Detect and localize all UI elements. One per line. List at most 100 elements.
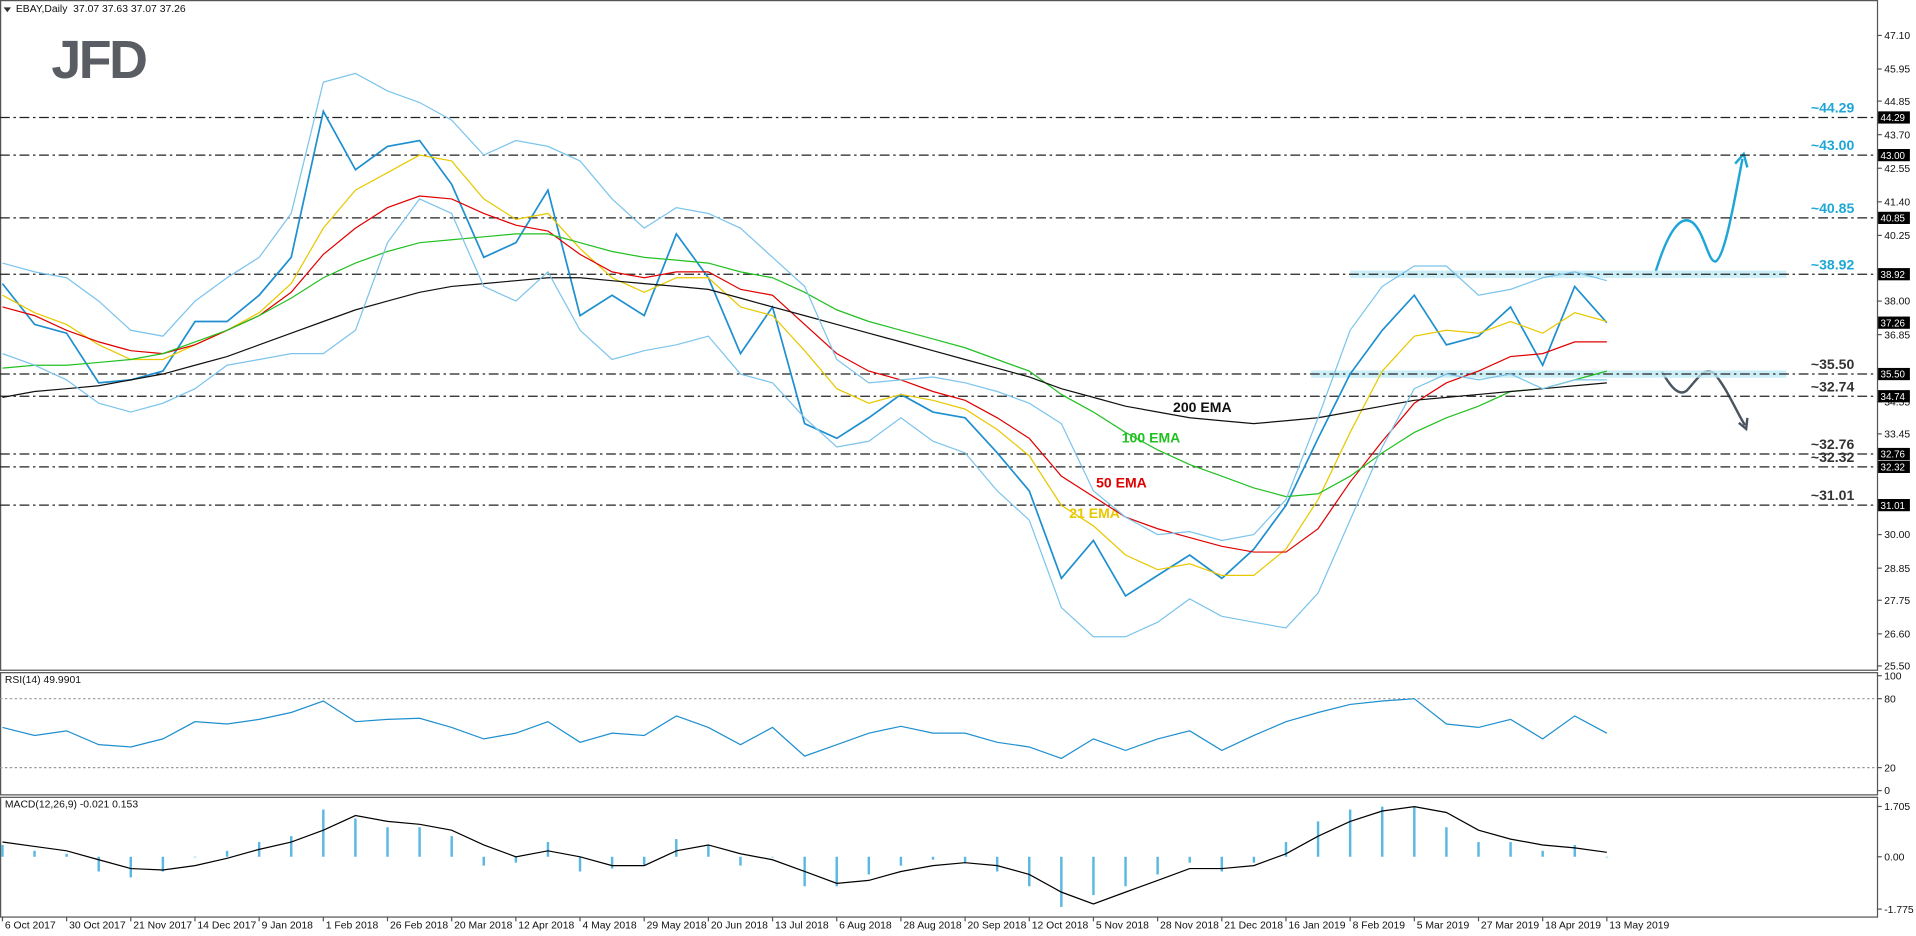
level-box <box>1878 268 1910 281</box>
macd-bar <box>1348 809 1352 857</box>
macd-bar <box>225 850 229 857</box>
logo: JFD <box>51 30 146 90</box>
x-tick-label: 18 Apr 2019 <box>1545 921 1601 932</box>
level-label: ~32.76 <box>1811 436 1855 452</box>
level-box <box>1878 367 1910 381</box>
level-box <box>1878 447 1910 461</box>
x-tick-label: 28 Nov 2018 <box>1160 921 1219 932</box>
macd-bar <box>675 839 678 857</box>
level-box-label: 34.74 <box>1881 392 1906 403</box>
macd-bar <box>418 827 421 857</box>
y-tick-label: 20 <box>1884 763 1896 774</box>
x-tick-label: 13 May 2019 <box>1609 921 1669 932</box>
x-tick-label: 20 Mar 2018 <box>454 921 512 932</box>
y-tick-label: 28.85 <box>1884 564 1910 575</box>
indicator-line <box>2 72 1608 542</box>
bearish-arrowhead <box>1738 417 1749 432</box>
y-tick-label: -1.775 <box>1884 905 1914 916</box>
level-box-label: 32.32 <box>1881 463 1905 474</box>
macd-bar <box>1 844 4 857</box>
chart-title: EBAY,Daily 37.07 37.63 37.07 37.26 <box>16 4 186 15</box>
x-tick-label: 4 May 2018 <box>582 921 636 932</box>
macd-bar <box>33 850 36 857</box>
level-box-label: 35.50 <box>1881 370 1906 381</box>
x-tick-label: 21 Dec 2018 <box>1224 921 1283 932</box>
series-label: 21 EMA <box>1069 505 1120 521</box>
level-box-label: 32.76 <box>1881 450 1905 461</box>
macd-bar <box>642 856 646 866</box>
x-tick-label: 1 Feb 2018 <box>326 921 379 932</box>
indicator-line <box>2 233 1608 498</box>
indicator-line <box>2 277 1607 425</box>
x-tick-label: 14 Dec 2017 <box>197 921 256 932</box>
x-tick-label: 12 Apr 2018 <box>518 921 574 932</box>
x-tick-label: 6 Oct 2017 <box>5 921 56 932</box>
level-box-label: 31.01 <box>1881 501 1905 512</box>
macd-bar <box>1284 842 1288 857</box>
macd-bar <box>1445 827 1448 857</box>
level-box <box>1878 211 1910 224</box>
y-tick-label: 33.45 <box>1884 430 1910 441</box>
indicator-line <box>2 198 1607 638</box>
macd-bar <box>739 856 742 866</box>
macd-bar <box>1028 856 1031 887</box>
x-tick-label: 16 Jan 2019 <box>1288 921 1345 932</box>
y-tick-label: 47.10 <box>1884 31 1910 42</box>
x-tick-label: 12 Oct 2018 <box>1032 921 1089 932</box>
rsi-panel <box>0 672 1879 796</box>
y-tick-label: 44.85 <box>1884 97 1910 108</box>
macd-bar <box>546 842 550 857</box>
y-tick-label: 34.55 <box>1884 397 1910 408</box>
signal-line <box>2 805 1607 905</box>
x-tick-label: 8 Feb 2019 <box>1353 921 1406 932</box>
y-tick-label: 30.00 <box>1884 530 1910 541</box>
level-box-label: 40.85 <box>1881 214 1906 225</box>
x-tick-label: 29 May 2018 <box>647 921 707 932</box>
series-label: 100 EMA <box>1122 429 1181 445</box>
level-label: ~38.92 <box>1811 256 1855 272</box>
x-tick-label: 6 Aug 2018 <box>839 921 892 932</box>
macd-bar <box>290 836 293 857</box>
macd-bar <box>1124 856 1127 887</box>
x-tick-label: 5 Nov 2018 <box>1096 921 1149 932</box>
level-box-label: 43.00 <box>1881 151 1906 162</box>
y-tick-label: 45.95 <box>1884 65 1910 76</box>
macd-bar <box>899 856 903 866</box>
x-tick-label: 9 Jan 2018 <box>262 921 314 932</box>
y-tick-label: 38.00 <box>1884 297 1910 308</box>
x-tick-label: 20 Sep 2018 <box>968 921 1027 932</box>
macd-bar <box>931 856 935 860</box>
macd-bar <box>1605 856 1609 858</box>
macd-bar <box>1381 806 1384 857</box>
x-tick-label: 21 Nov 2017 <box>133 921 192 932</box>
macd-title: MACD(12,26,9) -0.021 0.153 <box>5 800 138 811</box>
level-label: ~44.29 <box>1811 100 1855 116</box>
last-price-label: 37.26 <box>1881 318 1905 329</box>
x-tick-label: 28 Aug 2018 <box>903 921 962 932</box>
level-label: ~32.74 <box>1811 378 1855 394</box>
y-tick-label: 27.75 <box>1884 596 1910 607</box>
macd-bar <box>1316 821 1320 857</box>
macd-bar <box>1541 850 1544 857</box>
level-box-label: 44.29 <box>1881 113 1905 124</box>
indicator-line <box>2 154 1608 577</box>
level-label: ~40.85 <box>1811 200 1855 216</box>
bullish-scenario <box>1654 158 1744 272</box>
x-tick-label: 30 Oct 2017 <box>69 921 126 932</box>
macd-bar <box>995 856 999 872</box>
y-tick-label: 100 <box>1884 671 1902 682</box>
macd-panel <box>0 796 1879 918</box>
level-box <box>1878 149 1910 162</box>
macd-bar <box>97 856 100 872</box>
level-box <box>1878 111 1910 124</box>
x-tick-label: 5 Mar 2019 <box>1417 921 1470 932</box>
macd-bar <box>578 856 582 872</box>
macd-bar <box>65 853 68 857</box>
y-tick-label: 43.70 <box>1884 130 1910 141</box>
macd-bar <box>963 856 967 863</box>
macd-bar <box>771 856 774 858</box>
x-tick-label: 26 Feb 2018 <box>390 921 448 932</box>
macd-bar <box>1220 856 1224 872</box>
